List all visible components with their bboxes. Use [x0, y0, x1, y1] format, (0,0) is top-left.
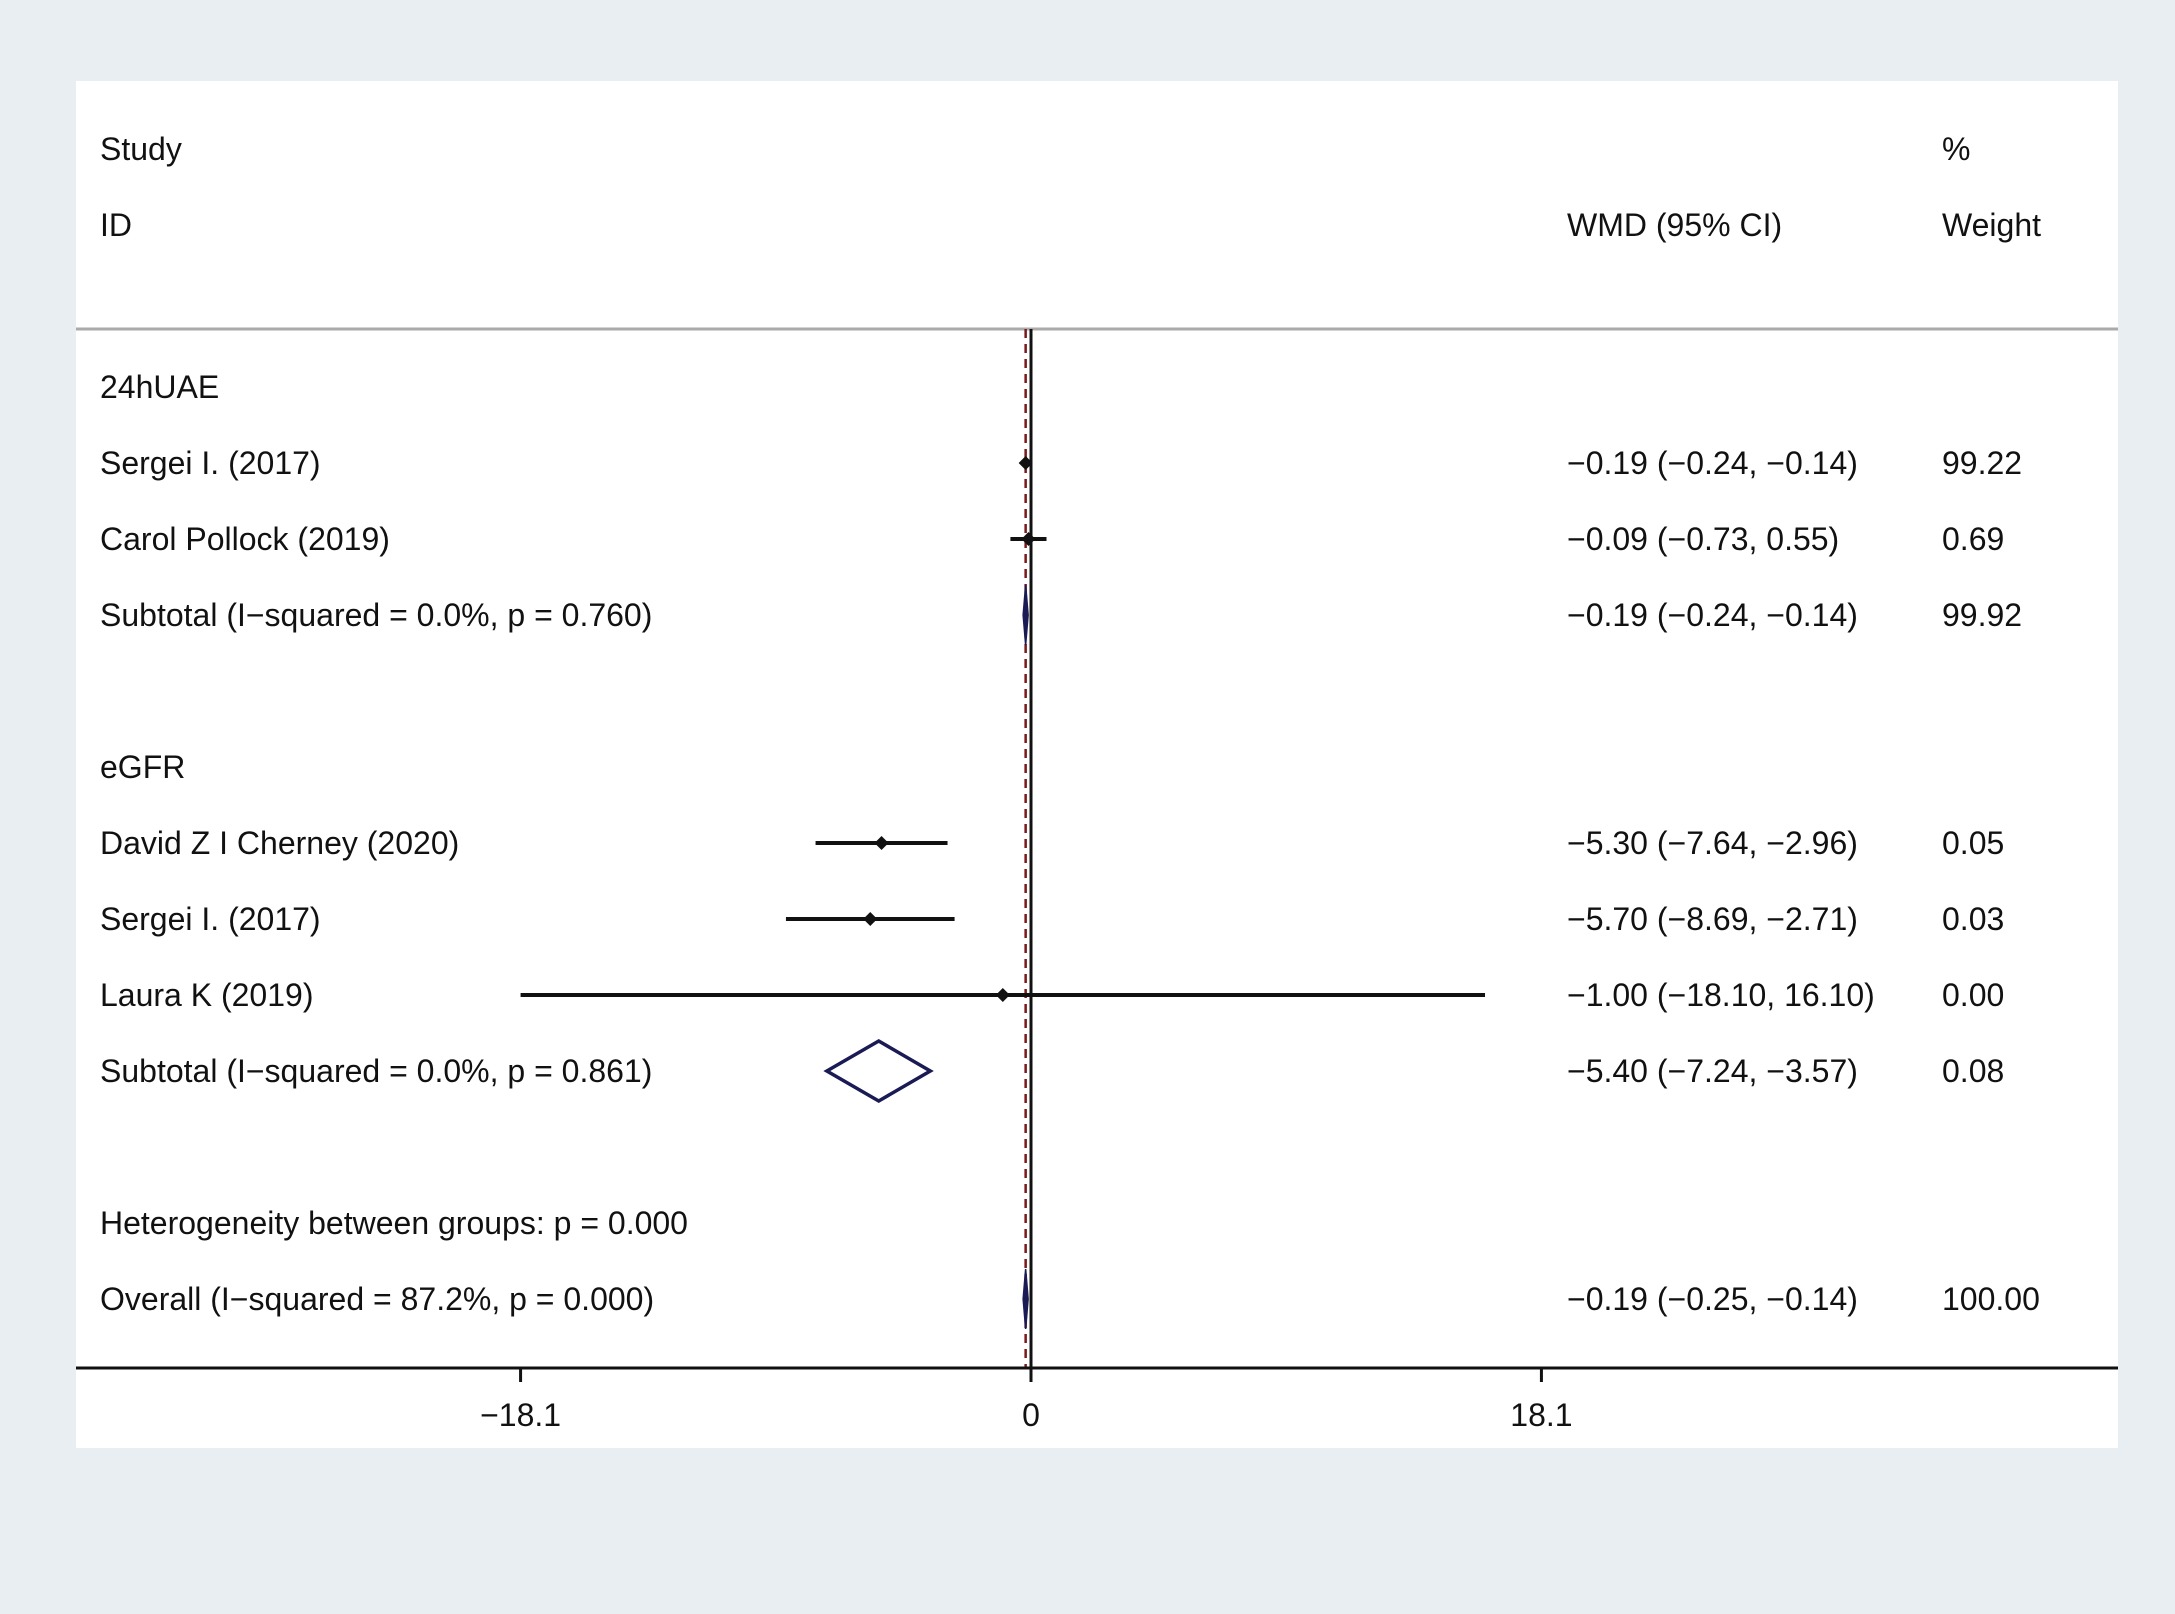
point-estimate — [1018, 456, 1033, 470]
overall-label: Overall (I−squared = 87.2%, p = 0.000) — [100, 1281, 654, 1317]
group-label: eGFR — [100, 749, 185, 785]
study-label: David Z I Cherney (2020) — [100, 825, 459, 861]
study-label: Sergei I. (2017) — [100, 901, 321, 937]
forest-plot: Study ID WMD (95% CI) % Weight 24hUAE Ser… — [76, 131, 2118, 1433]
point-estimate — [874, 836, 889, 850]
plot-panel: Study ID WMD (95% CI) % Weight 24hUAE Ser… — [76, 81, 2118, 1448]
point-estimate — [1021, 532, 1036, 546]
point-estimate — [995, 988, 1010, 1002]
header-study: Study — [100, 131, 182, 167]
weight-text: 0.08 — [1942, 1053, 2004, 1089]
weight-text: 99.22 — [1942, 445, 2022, 481]
point-estimate — [863, 912, 878, 926]
ci-text: −5.70 (−8.69, −2.71) — [1567, 901, 1858, 937]
weight-text: 100.00 — [1942, 1281, 2040, 1317]
x-tick-label: −18.1 — [480, 1397, 561, 1433]
overall-diamond — [1022, 1268, 1029, 1330]
subtotal-diamond — [1022, 584, 1029, 646]
header-percent: % — [1942, 131, 1970, 167]
weight-text: 0.69 — [1942, 521, 2004, 557]
study-label: Carol Pollock (2019) — [100, 521, 390, 557]
header-id: ID — [100, 207, 132, 243]
x-tick-label: 0 — [1022, 1397, 1040, 1433]
study-label: Laura K (2019) — [100, 977, 313, 1013]
subtotal-diamond — [823, 1038, 934, 1104]
x-tick-label: 18.1 — [1510, 1397, 1572, 1433]
header-wmd: WMD (95% CI) — [1567, 207, 1782, 243]
ci-text: −1.00 (−18.10, 16.10) — [1567, 977, 1875, 1013]
study-label: Sergei I. (2017) — [100, 445, 321, 481]
weight-text: 0.03 — [1942, 901, 2004, 937]
weight-text: 99.92 — [1942, 597, 2022, 633]
ci-text: −0.19 (−0.25, −0.14) — [1567, 1281, 1858, 1317]
ci-text: −5.40 (−7.24, −3.57) — [1567, 1053, 1858, 1089]
subtotal-label: Subtotal (I−squared = 0.0%, p = 0.861) — [100, 1053, 652, 1089]
ci-text: −0.19 (−0.24, −0.14) — [1567, 597, 1858, 633]
subtotal-label: Subtotal (I−squared = 0.0%, p = 0.760) — [100, 597, 652, 633]
ci-text: −0.19 (−0.24, −0.14) — [1567, 445, 1858, 481]
weight-text: 0.00 — [1942, 977, 2004, 1013]
chart-marks: 24hUAE Sergei I. (2017) −0.19 (−0.24, −0.1… — [76, 329, 2118, 1433]
ci-text: −5.30 (−7.64, −2.96) — [1567, 825, 1858, 861]
ci-text: −0.09 (−0.73, 0.55) — [1567, 521, 1839, 557]
group-label: 24hUAE — [100, 369, 219, 405]
weight-text: 0.05 — [1942, 825, 2004, 861]
note-label: Heterogeneity between groups: p = 0.000 — [100, 1205, 688, 1241]
header-weight: Weight — [1942, 207, 2041, 243]
